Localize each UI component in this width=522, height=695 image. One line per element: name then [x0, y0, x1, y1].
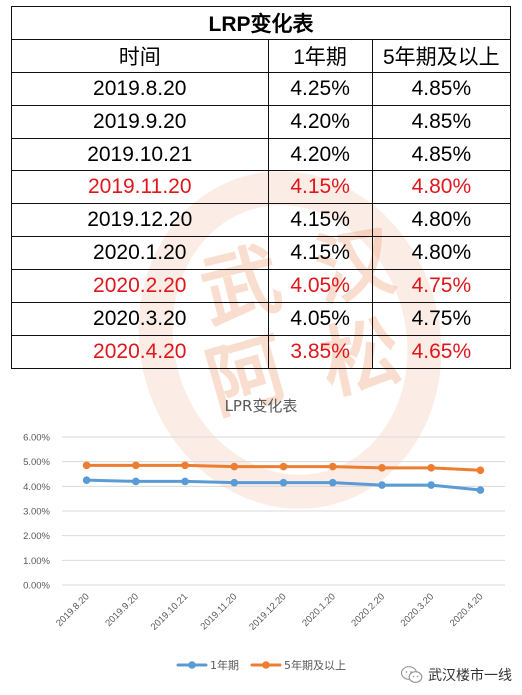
table-row: 2020.1.20 4.15% 4.80%	[11, 236, 512, 271]
chart-title: LPR变化表	[225, 397, 298, 415]
table-row: 2019.8.20 4.25% 4.85%	[11, 71, 512, 106]
brand-name: 武汉楼市一线	[428, 668, 512, 684]
x-tick-label: 2020.2.20	[349, 591, 387, 629]
cell-five-year: 4.75%	[371, 269, 512, 304]
y-tick-label: 3.00%	[23, 507, 50, 518]
x-tick-label: 2019.11.20	[198, 591, 239, 632]
x-tick-label: 2020.4.20	[448, 591, 486, 629]
cell-one-year: 4.20%	[267, 104, 373, 139]
cell-date: 2020.3.20	[11, 302, 269, 336]
table-title-row: LRP变化表	[11, 6, 511, 40]
lpr-line-chart: LPR变化表 0.00% 1.00% 2.00% 3.00% 4.00% 5.00% 6.0…	[23, 397, 505, 672]
x-tick-label: 2020.3.20	[399, 591, 437, 629]
cell-one-year: 4.15%	[267, 203, 373, 238]
cell-date: 2019.11.20	[11, 170, 269, 205]
data-point	[82, 476, 91, 484]
cell-five-year: 4.65%	[371, 334, 512, 369]
legend-marker	[188, 661, 196, 669]
legend-label: 1年期	[210, 658, 239, 672]
cell-one-year: 4.15%	[267, 236, 373, 271]
data-point	[378, 464, 386, 472]
data-point	[132, 461, 140, 470]
table-row: 2019.9.20 4.20% 4.85%	[11, 104, 512, 139]
data-point	[328, 462, 337, 471]
data-point	[230, 462, 239, 471]
x-tick-label: 2020.1.20	[300, 591, 338, 629]
table-title: LRP变化表	[11, 6, 511, 40]
header-one-year: 1年期	[267, 38, 373, 73]
cell-five-year: 4.75%	[371, 302, 512, 336]
wechat-icon	[400, 666, 423, 684]
table-header-row: 时间 1年期 5年期及以上	[11, 38, 512, 73]
y-tick-label: 6.00%	[23, 433, 50, 444]
y-tick-label: 2.00%	[23, 531, 50, 542]
cell-date: 2020.4.20	[11, 334, 269, 369]
data-point	[476, 486, 485, 494]
cell-one-year: 3.85%	[267, 334, 373, 369]
data-point	[279, 478, 288, 487]
data-point	[328, 478, 337, 487]
cell-date: 2019.12.20	[11, 203, 269, 238]
cell-five-year: 4.80%	[371, 203, 512, 238]
cell-five-year: 4.85%	[371, 137, 512, 172]
data-point	[132, 477, 140, 486]
table-row: 2019.10.21 4.20% 4.85%	[11, 137, 512, 172]
cell-five-year: 4.85%	[371, 104, 512, 139]
data-point	[427, 464, 435, 472]
header-date: 时间	[11, 38, 269, 73]
x-tick-label: 2019.10.21	[149, 591, 190, 632]
x-tick-label: 2019.9.20	[103, 591, 141, 629]
y-tick-label: 4.00%	[23, 482, 50, 493]
table-row: 2019.11.20 4.15% 4.80%	[11, 170, 512, 205]
legend-marker	[262, 661, 270, 669]
y-tick-label: 5.00%	[23, 457, 50, 468]
brand-badge: 武汉楼市一线	[400, 665, 512, 685]
cell-date: 2020.1.20	[11, 236, 269, 271]
cell-one-year: 4.20%	[267, 137, 373, 172]
data-point	[279, 462, 288, 471]
data-point	[427, 481, 435, 489]
data-point	[230, 478, 239, 487]
table-row: 2020.3.20 4.05% 4.75%	[11, 302, 512, 336]
cell-one-year: 4.05%	[267, 302, 373, 336]
data-point	[476, 466, 485, 475]
header-five-year: 5年期及以上	[371, 38, 512, 73]
legend-label: 5年期及以上	[284, 658, 346, 672]
cell-five-year: 4.80%	[371, 236, 512, 271]
table-row: 2020.2.20 4.05% 4.75%	[11, 269, 512, 304]
x-tick-label: 2019.8.20	[54, 591, 92, 629]
cell-one-year: 4.25%	[267, 71, 373, 106]
cell-date: 2019.9.20	[11, 104, 269, 139]
data-point	[181, 461, 189, 470]
cell-one-year: 4.15%	[267, 170, 373, 205]
cell-date: 2020.2.20	[11, 269, 269, 304]
cell-five-year: 4.80%	[371, 170, 512, 205]
cell-five-year: 4.85%	[371, 71, 512, 106]
data-point	[378, 481, 386, 489]
cell-one-year: 4.05%	[267, 269, 373, 304]
y-tick-label: 1.00%	[23, 556, 50, 567]
data-point	[181, 477, 189, 486]
x-tick-label: 2019.12.20	[247, 591, 288, 632]
cell-date: 2019.8.20	[11, 71, 269, 106]
cell-date: 2019.10.21	[11, 137, 269, 172]
table-row: 2020.4.20 3.85% 4.65%	[11, 334, 512, 369]
table-row: 2019.12.20 4.15% 4.80%	[11, 203, 512, 238]
y-tick-label: 0.00%	[23, 581, 50, 592]
data-point	[82, 461, 91, 470]
lpr-table: LRP变化表 时间 1年期 5年期及以上 2019.8.20 4.25% 4.85%…	[11, 6, 512, 369]
